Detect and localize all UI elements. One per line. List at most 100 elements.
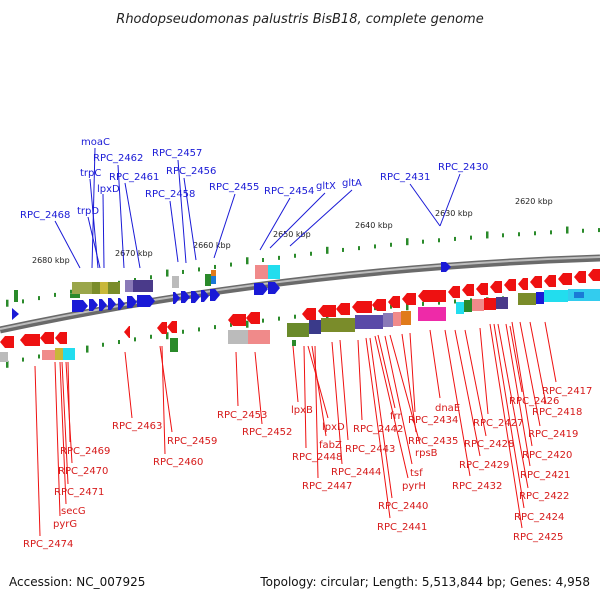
leader-line xyxy=(519,321,541,427)
leader-line xyxy=(409,183,441,227)
gene-label-RPC_2459: RPC_2459 xyxy=(167,436,217,447)
reverse-gene xyxy=(448,286,460,298)
feature-block xyxy=(0,352,8,362)
reverse-gene xyxy=(228,314,246,326)
reverse-gene xyxy=(124,326,130,338)
gene-label-RPC_2457: RPC_2457 xyxy=(152,148,202,159)
feature-block xyxy=(321,318,355,332)
kbp-label-2680: 2680 kbp xyxy=(32,256,70,265)
leader-line xyxy=(303,345,307,449)
feature-block xyxy=(518,293,536,305)
gene-label-RPC_2452: RPC_2452 xyxy=(242,427,292,438)
tick-mark xyxy=(454,236,456,241)
gene-label-RPC_2426: RPC_2426 xyxy=(509,396,559,407)
tick-mark xyxy=(518,232,520,237)
feature-block xyxy=(72,282,92,294)
feature-block xyxy=(172,276,179,288)
leader-line xyxy=(314,345,319,479)
reverse-gene xyxy=(518,278,528,290)
reverse-gene xyxy=(558,273,572,285)
leader-line xyxy=(124,182,141,269)
gene-label-RPC_2419: RPC_2419 xyxy=(528,429,578,440)
kbp-label-2650: 2650 kbp xyxy=(273,230,311,239)
gene-label-RPC_2431: RPC_2431 xyxy=(380,172,430,183)
tick-mark xyxy=(502,233,504,238)
gene-label-RPC_2454: RPC_2454 xyxy=(264,186,314,197)
leader-line xyxy=(384,335,413,465)
genome-backbone-highlight xyxy=(0,256,600,330)
gene-label-pyrG: pyrG xyxy=(53,519,77,530)
reverse-gene xyxy=(336,303,350,315)
leader-line xyxy=(54,361,61,517)
leader-line xyxy=(102,193,105,269)
leader-line xyxy=(177,159,187,264)
kbp-label-2670: 2670 kbp xyxy=(115,249,153,258)
feature-block xyxy=(287,323,309,337)
reverse-gene xyxy=(476,283,488,295)
feature-block xyxy=(211,270,216,276)
tick-mark xyxy=(150,275,152,280)
leader-line xyxy=(409,332,416,413)
reverse-gene xyxy=(157,322,167,334)
feature-tracks xyxy=(0,262,600,362)
gene-label-RPC_2461: RPC_2461 xyxy=(109,172,159,183)
gene-label-pyrH: pyrH xyxy=(402,481,426,492)
tick-mark xyxy=(294,314,296,319)
feature-block xyxy=(418,307,446,321)
reverse-gene xyxy=(504,279,516,291)
feature-block xyxy=(211,276,216,284)
forward-gene xyxy=(108,298,116,310)
tick-mark xyxy=(134,337,136,342)
gene-label-fabZ: fabZ xyxy=(319,440,342,451)
gene-label-RPC_2421: RPC_2421 xyxy=(520,470,570,481)
gene-label-RPC_2448: RPC_2448 xyxy=(292,452,342,463)
reverse-gene xyxy=(372,299,386,311)
gene-label-secG: secG xyxy=(61,506,86,517)
gene-label-lpxD-rev: lpxD xyxy=(322,422,345,433)
kbp-label-2630: 2630 kbp xyxy=(435,209,473,218)
feature-block xyxy=(484,298,496,310)
gene-label-RPC_2425: RPC_2425 xyxy=(513,532,563,543)
leader-line xyxy=(444,329,471,477)
gene-label-tsf: tsf xyxy=(410,468,423,479)
reverse-gene xyxy=(388,296,400,308)
forward-gene xyxy=(127,296,137,308)
gene-label-RPC_2474: RPC_2474 xyxy=(23,539,73,550)
leader-line xyxy=(454,329,481,457)
tick-mark xyxy=(342,247,344,252)
forward-gene xyxy=(441,262,451,272)
gene-label-RPC_2463: RPC_2463 xyxy=(112,421,162,432)
leader-line xyxy=(65,361,73,464)
leader-line xyxy=(331,341,343,465)
tick-mark xyxy=(22,299,24,304)
reverse-gene xyxy=(167,321,177,333)
forward-gene-group xyxy=(72,262,451,312)
tick-mark xyxy=(38,296,40,301)
tick-mark xyxy=(198,267,200,272)
leader-line xyxy=(117,164,125,269)
feature-block xyxy=(309,320,321,334)
tick-mark xyxy=(262,258,264,263)
tick-mark xyxy=(6,299,9,307)
gene-label-RPC_2470: RPC_2470 xyxy=(58,466,108,477)
bottom-gene-labels: RPC_2463 RPC_2459 RPC_2460 RPC_2453 RPC_… xyxy=(23,386,592,550)
gene-label-lpxB: lpxB xyxy=(291,405,313,416)
gene-label-RPC_2428: RPC_2428 xyxy=(464,439,514,450)
forward-gene xyxy=(72,300,88,312)
tick-mark xyxy=(246,320,249,328)
tick-mark xyxy=(102,342,104,347)
tick-mark xyxy=(278,316,280,321)
leader-line xyxy=(292,345,299,403)
reverse-gene xyxy=(246,312,260,324)
kbp-label-2660: 2660 kbp xyxy=(193,241,231,250)
tick-mark xyxy=(6,360,9,368)
bottom-leader-lines xyxy=(34,321,557,537)
leader-line xyxy=(505,323,531,467)
gene-label-RPC_2422: RPC_2422 xyxy=(519,491,569,502)
gene-label-RPC_2434: RPC_2434 xyxy=(408,415,458,426)
reverse-gene xyxy=(490,281,502,293)
reverse-gene xyxy=(302,308,316,320)
gene-label-trpC: trpC xyxy=(80,168,101,179)
gene-label-lpxD: lpxD xyxy=(97,184,120,195)
forward-gene xyxy=(268,282,280,294)
